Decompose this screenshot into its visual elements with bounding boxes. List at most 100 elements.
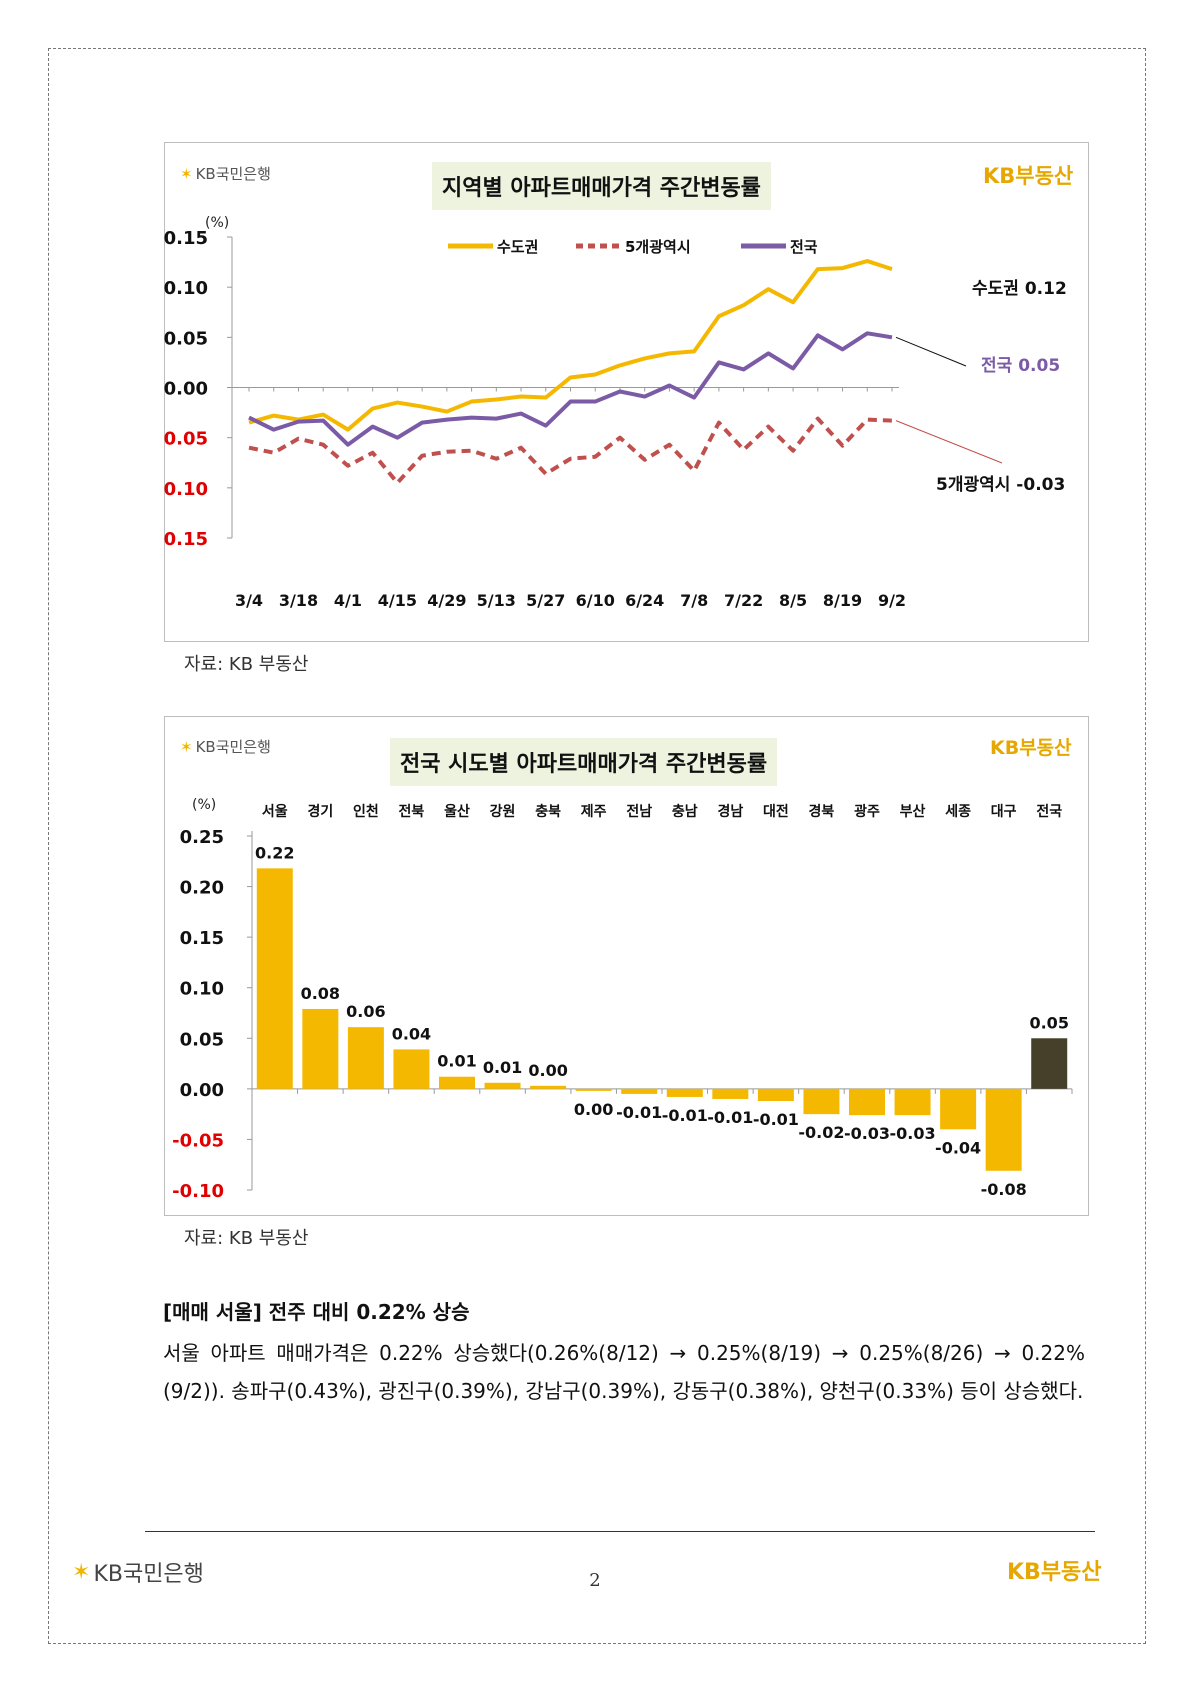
bar — [530, 1085, 567, 1089]
category-label: 광주 — [854, 803, 880, 820]
x-tick-label: 5/27 — [526, 591, 565, 610]
data-label: -0.02 — [798, 1123, 844, 1142]
bar-chart-frame — [164, 716, 1089, 1216]
bar — [757, 1088, 794, 1101]
data-label: 0.08 — [301, 984, 340, 1003]
footer-divider — [145, 1531, 1095, 1532]
x-tick-label: 4/1 — [334, 591, 362, 610]
y-tick-label: 0.05 — [164, 328, 208, 349]
bar — [894, 1088, 931, 1116]
series-end-label: 전국 0.05 — [981, 356, 1060, 376]
y-tick-label: 0.10 — [164, 278, 208, 299]
y-tick-label: -0.15 — [164, 529, 208, 550]
section-heading: [매매 서울] 전주 대비 0.22% 상승 — [163, 1300, 470, 1324]
bar — [849, 1088, 885, 1116]
data-label: 0.01 — [483, 1058, 522, 1077]
data-label: 0.05 — [1029, 1013, 1068, 1032]
category-label: 대전 — [763, 803, 789, 820]
category-label: 전국 — [1036, 803, 1062, 820]
bar — [1031, 1038, 1068, 1089]
end-label-leader — [895, 420, 1003, 464]
line-chart: (%) 0.15 0.10 0.05 0.00 -0.05 -0.10 -0.15 3/4 3/… — [164, 215, 1067, 610]
data-label: -0.03 — [889, 1124, 935, 1143]
y-tick-label: 0.10 — [180, 979, 224, 1000]
series-end-label: 5개광역시 -0.03 — [936, 475, 1065, 495]
y-tick-label: -0.10 — [164, 479, 208, 500]
chart1-source: 자료: KB 부동산 — [184, 654, 309, 675]
data-label: -0.04 — [935, 1138, 981, 1157]
y-tick-label: -0.05 — [172, 1130, 224, 1151]
x-tick-label: 6/24 — [625, 591, 664, 610]
x-tick-label: 8/19 — [823, 591, 862, 610]
bar — [302, 1008, 339, 1089]
line-chart-unit: (%) — [205, 215, 229, 231]
category-label: 전남 — [626, 803, 652, 820]
category-label: 울산 — [444, 803, 470, 820]
bar — [439, 1076, 475, 1089]
data-label: -0.03 — [844, 1124, 890, 1143]
kb-star-icon: ✶ — [180, 737, 193, 756]
y-tick-label: 0.00 — [180, 1080, 224, 1101]
line-chart-title: 지역별 아파트매매가격 주간변동률 — [432, 162, 771, 210]
bar-chart-bars — [256, 868, 1068, 1171]
x-tick-label: 4/29 — [427, 591, 466, 610]
category-label: 경남 — [717, 803, 743, 820]
series-line-1 — [248, 259, 893, 432]
x-tick-label: 3/4 — [235, 591, 263, 610]
category-label: 대구 — [991, 804, 1017, 820]
bar — [803, 1088, 840, 1115]
bar — [347, 1027, 384, 1089]
bar-chart-title: 전국 시도별 아파트매매가격 주간변동률 — [390, 738, 778, 786]
y-tick-label: 0.05 — [180, 1029, 224, 1050]
y-tick-label: 0.25 — [180, 827, 224, 848]
category-label: 서울 — [262, 803, 288, 820]
bar-chart-axes: 0.25 0.20 0.15 0.10 0.05 0.00 -0.05 -0.10 — [172, 827, 1073, 1202]
data-label: -0.08 — [981, 1180, 1027, 1199]
bar-chart-data-labels: 0.220.080.060.040.01 0.01 0.000.00 -0.01 -0.… — [255, 843, 1069, 1198]
y-tick-label: 0.20 — [180, 878, 224, 899]
category-label: 부산 — [900, 803, 926, 820]
page-border — [48, 48, 1146, 1644]
bar — [484, 1082, 521, 1089]
kb-bank-logo: ✶ KB국민은행 — [180, 736, 271, 757]
legend-label: 수도권 — [497, 238, 538, 256]
x-tick-label: 9/2 — [878, 591, 906, 610]
x-tick-label: 3/18 — [279, 591, 318, 610]
kb-star-icon: ✶ — [72, 1559, 91, 1585]
kb-bank-name: KB국민은행 — [195, 738, 271, 756]
line-chart-axes: 0.15 0.10 0.05 0.00 -0.05 -0.10 -0.15 3/4 3/18 4/… — [164, 228, 906, 610]
category-label: 충북 — [535, 804, 561, 820]
kb-star-icon: ✶ — [180, 164, 193, 183]
bar — [393, 1049, 430, 1089]
bar — [256, 868, 293, 1089]
bar-chart: (%) 0.25 0.20 0.15 0.10 0.05 0.00 -0.05 -0.10 서… — [172, 797, 1073, 1202]
y-tick-label: 0.15 — [180, 928, 224, 949]
line-chart-frame — [164, 142, 1089, 642]
x-tick-label: 7/22 — [724, 591, 763, 610]
data-label: -0.01 — [707, 1108, 753, 1127]
category-label: 제주 — [581, 804, 607, 820]
bar — [666, 1088, 703, 1097]
page-number: 2 — [589, 1570, 601, 1591]
kb-bank-name: KB국민은행 — [93, 1562, 204, 1587]
data-label: -0.01 — [662, 1106, 708, 1125]
data-label: 0.01 — [437, 1052, 476, 1071]
data-label: 0.00 — [528, 1061, 567, 1080]
x-tick-label: 8/5 — [779, 591, 807, 610]
series-end-label: 수도권 0.12 — [972, 279, 1067, 299]
kb-bank-logo: ✶ KB국민은행 — [180, 163, 271, 184]
y-tick-label: 0.00 — [164, 379, 208, 400]
x-tick-label: 6/10 — [576, 591, 615, 610]
data-label: 0.00 — [574, 1100, 613, 1119]
bar — [621, 1088, 658, 1094]
data-label: -0.01 — [616, 1103, 662, 1122]
data-label: 0.22 — [255, 843, 294, 862]
kb-land-logo: KB부동산 — [983, 164, 1074, 188]
line-chart-end-labels: 수도권 0.12 5개광역시 -0.03 전국 0.05 — [895, 279, 1067, 495]
category-label: 전북 — [399, 803, 425, 820]
legend-label: 5개광역시 — [625, 238, 691, 256]
x-tick-label: 7/8 — [680, 591, 708, 610]
footer-kb-bank-logo: ✶ KB국민은행 — [72, 1556, 204, 1588]
bar — [712, 1088, 749, 1099]
end-label-leader — [895, 336, 967, 367]
